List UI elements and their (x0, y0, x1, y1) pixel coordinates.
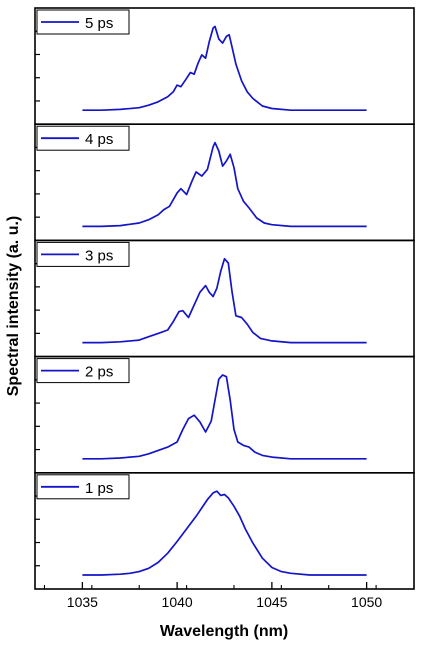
panel-frame (34, 471, 415, 590)
panel: 5 ps (34, 7, 415, 125)
series-line (82, 25, 367, 112)
legend-label: 1 ps (85, 480, 113, 497)
panel: 2 ps (34, 355, 415, 474)
panel: 1 ps (34, 471, 415, 590)
x-axis: 1035 1040 1045 1050 (43, 582, 382, 610)
panel: 4 ps (34, 123, 415, 242)
series-line (82, 490, 367, 576)
x-tick-label: 1050 (351, 594, 382, 610)
panel: 3 ps (34, 239, 415, 358)
legend-label: 2 ps (85, 364, 113, 381)
legend-label: 5 ps (85, 15, 113, 32)
x-tick-label: 1045 (256, 594, 287, 610)
x-tick-label: 1040 (162, 594, 193, 610)
y-axis-title: Spectral intensity (a. u.) (5, 216, 22, 396)
series-line (82, 257, 367, 344)
series-line (82, 374, 367, 460)
x-axis-title: Wavelength (nm) (160, 623, 288, 640)
x-tick-label: 1035 (67, 594, 98, 610)
series-line (82, 141, 367, 228)
stacked-panels: 5 ps 4 ps 3 ps 2 ps 1 ps (34, 7, 415, 590)
legend-label: 4 ps (85, 131, 113, 148)
legend-label: 3 ps (85, 247, 113, 264)
